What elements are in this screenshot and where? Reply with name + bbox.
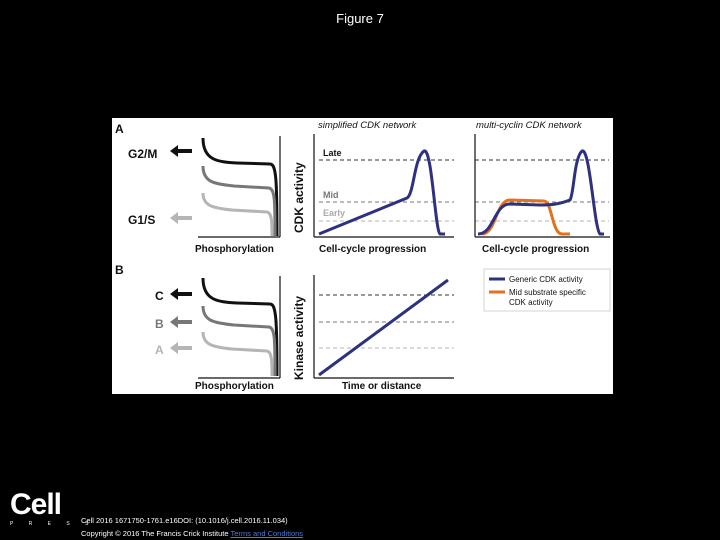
- figure-7: A G2/M G1/S Phosphorylation CDK activity…: [112, 118, 613, 394]
- legend-mid-substrate: Mid substrate specific: [509, 288, 586, 297]
- citation-text: Cell 2016 1671750-1761.e16DOI: (10.1016/…: [81, 516, 288, 525]
- arrow-g2m-icon: [170, 145, 192, 157]
- arrow-c-icon: [170, 288, 192, 300]
- threshold-label-g1s: G1/S: [128, 213, 155, 227]
- x-label-phosphorylation-a: Phosphorylation: [195, 244, 274, 255]
- x-label-progression-multi: Cell-cycle progression: [482, 244, 589, 255]
- curve-multi-cdk: [477, 149, 604, 236]
- legend-mid-substrate-line2: CDK activity: [509, 298, 553, 307]
- threshold-label-g2m: G2/M: [128, 147, 157, 161]
- terms-link[interactable]: Terms and Conditions: [230, 529, 304, 538]
- level-late: Late: [323, 148, 342, 158]
- title-simplified-network: simplified CDK network: [318, 120, 417, 131]
- arrow-b-icon: [170, 316, 192, 328]
- title-multi-cyclin-network: multi-cyclin CDK network: [476, 120, 583, 131]
- cell-press-logo: Cell P R E S S: [10, 488, 96, 528]
- arrow-g1s-icon: [170, 212, 192, 224]
- line-kinase-linear: [318, 278, 449, 377]
- panel-b-letter: B: [115, 263, 124, 277]
- arrow-a-icon: [170, 342, 192, 354]
- x-label-time-distance: Time or distance: [342, 381, 422, 392]
- threshold-label-b: B: [155, 317, 164, 331]
- threshold-label-c: C: [155, 289, 164, 303]
- x-label-progression-simplified: Cell-cycle progression: [319, 244, 426, 255]
- level-early: Early: [323, 208, 345, 218]
- panel-a-letter: A: [115, 122, 124, 136]
- legend: Generic CDK activity Mid substrate speci…: [483, 268, 611, 312]
- y-label-kinase-activity: Kinase activity: [292, 296, 306, 380]
- copyright-text: Copyright © 2016 The Francis Crick Insti…: [81, 529, 229, 538]
- curve-simplified-cdk: [318, 149, 445, 236]
- phosphorylation-curves-a: [201, 137, 279, 237]
- x-label-phosphorylation-b: Phosphorylation: [195, 381, 274, 392]
- logo-sub: P R E S S: [10, 521, 96, 527]
- level-mid: Mid: [323, 190, 339, 200]
- slide-title: Figure 7: [336, 11, 384, 26]
- citation: Cell 2016 1671750-1761.e16DOI: (10.1016/…: [81, 514, 303, 540]
- y-label-cdk-activity: CDK activity: [292, 162, 306, 233]
- threshold-label-a: A: [155, 343, 164, 357]
- curve-mid-substrate: [481, 198, 570, 236]
- phosphorylation-curves-b: [201, 277, 279, 377]
- logo-word: Cell: [10, 488, 62, 521]
- legend-generic: Generic CDK activity: [509, 275, 583, 284]
